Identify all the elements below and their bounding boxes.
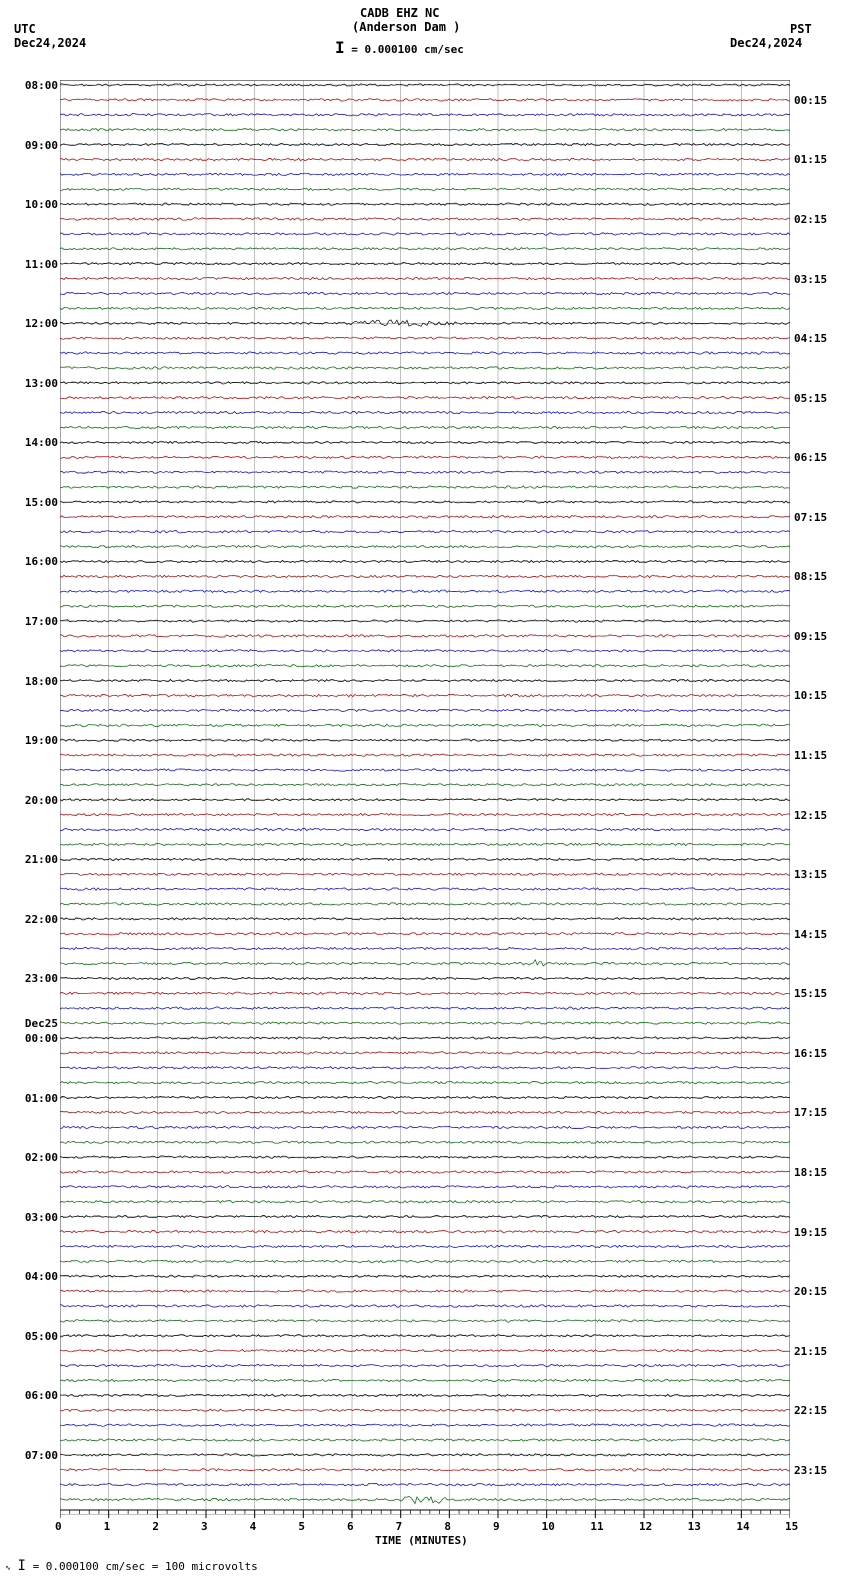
pst-time-label: 14:15	[794, 928, 827, 941]
utc-time-label: 18:00	[25, 675, 58, 688]
pst-time-label: 19:15	[794, 1226, 827, 1239]
pst-time-label: 15:15	[794, 987, 827, 1000]
utc-time-label: 16:00	[25, 555, 58, 568]
utc-time-label: 06:00	[25, 1389, 58, 1402]
pst-time-label: 07:15	[794, 511, 827, 524]
pst-time-label: 03:15	[794, 273, 827, 286]
utc-time-label: 01:00	[25, 1092, 58, 1105]
utc-time-label: 19:00	[25, 734, 58, 747]
pst-time-label: 09:15	[794, 630, 827, 643]
utc-time-label: 15:00	[25, 496, 58, 509]
utc-time-label: 21:00	[25, 853, 58, 866]
x-tick-label: 4	[250, 1520, 257, 1533]
utc-date-marker: Dec25	[25, 1017, 58, 1030]
x-tick-label: 8	[444, 1520, 451, 1533]
utc-time-label: 09:00	[25, 139, 58, 152]
station-subtitle: (Anderson Dam )	[352, 20, 460, 34]
utc-time-label: 10:00	[25, 198, 58, 211]
footer-scale: ∿ I = 0.000100 cm/sec = 100 microvolts	[5, 1558, 258, 1574]
utc-time-label: 20:00	[25, 794, 58, 807]
x-tick-label: 14	[736, 1520, 749, 1533]
pst-time-label: 22:15	[794, 1404, 827, 1417]
x-tick-label: 15	[785, 1520, 798, 1533]
utc-time-label: 02:00	[25, 1151, 58, 1164]
utc-time-label: 23:00	[25, 972, 58, 985]
x-tick-label: 0	[55, 1520, 62, 1533]
utc-time-label: 00:00	[25, 1032, 58, 1045]
utc-time-label: 17:00	[25, 615, 58, 628]
pst-time-label: 10:15	[794, 689, 827, 702]
pst-time-label: 20:15	[794, 1285, 827, 1298]
pst-time-label: 17:15	[794, 1106, 827, 1119]
x-tick-label: 9	[493, 1520, 500, 1533]
x-tick-label: 1	[104, 1520, 111, 1533]
scale-legend: I = 0.000100 cm/sec	[335, 38, 464, 57]
x-tick-label: 6	[347, 1520, 354, 1533]
x-tick-label: 7	[396, 1520, 403, 1533]
pst-time-label: 02:15	[794, 213, 827, 226]
x-tick-label: 2	[152, 1520, 159, 1533]
seismogram-container: CADB EHZ NC (Anderson Dam ) UTC Dec24,20…	[0, 0, 850, 1584]
x-tick-label: 5	[298, 1520, 305, 1533]
utc-time-label: 11:00	[25, 258, 58, 271]
pst-time-label: 06:15	[794, 451, 827, 464]
x-tick-label: 11	[590, 1520, 603, 1533]
pst-time-label: 11:15	[794, 749, 827, 762]
pst-time-label: 00:15	[794, 94, 827, 107]
pst-time-label: 12:15	[794, 809, 827, 822]
x-axis-title: TIME (MINUTES)	[375, 1534, 468, 1547]
x-tick-label: 13	[688, 1520, 701, 1533]
pst-time-label: 01:15	[794, 153, 827, 166]
utc-time-label: 03:00	[25, 1211, 58, 1224]
utc-time-label: 08:00	[25, 79, 58, 92]
utc-date: Dec24,2024	[14, 36, 86, 50]
pst-time-label: 23:15	[794, 1464, 827, 1477]
pst-time-label: 04:15	[794, 332, 827, 345]
x-tick-label: 12	[639, 1520, 652, 1533]
x-tick-label: 3	[201, 1520, 208, 1533]
utc-time-label: 05:00	[25, 1330, 58, 1343]
utc-time-label: 07:00	[25, 1449, 58, 1462]
pst-time-label: 05:15	[794, 392, 827, 405]
station-title: CADB EHZ NC	[360, 6, 439, 20]
pst-time-label: 21:15	[794, 1345, 827, 1358]
pst-time-label: 08:15	[794, 570, 827, 583]
utc-time-label: 13:00	[25, 377, 58, 390]
seismogram-plot	[60, 80, 790, 1530]
utc-time-label: 22:00	[25, 913, 58, 926]
utc-time-label: 12:00	[25, 317, 58, 330]
pst-time-label: 13:15	[794, 868, 827, 881]
utc-time-label: 14:00	[25, 436, 58, 449]
pst-time-label: 18:15	[794, 1166, 827, 1179]
pst-label: PST	[790, 22, 812, 36]
utc-time-label: 04:00	[25, 1270, 58, 1283]
pst-date: Dec24,2024	[730, 36, 802, 50]
x-tick-label: 10	[542, 1520, 555, 1533]
pst-time-label: 16:15	[794, 1047, 827, 1060]
utc-label: UTC	[14, 22, 36, 36]
